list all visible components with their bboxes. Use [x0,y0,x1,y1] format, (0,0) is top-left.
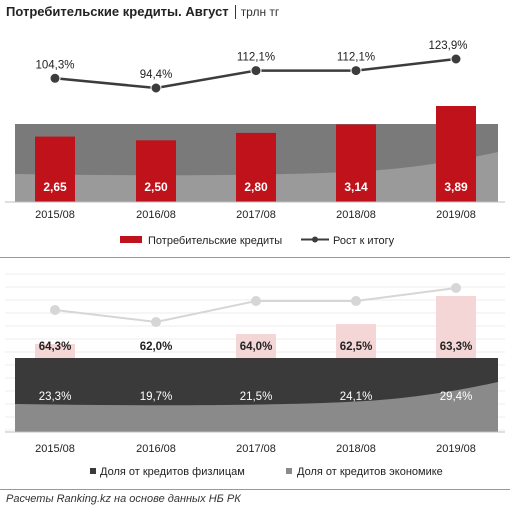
retail-share-label: 64,3% [39,341,72,353]
x-tick-label: 2016/08 [136,443,176,455]
x-tick-label: 2019/08 [436,209,476,221]
economy-share-label: 21,5% [240,391,273,403]
footer-divider [0,489,510,490]
legend-label-line: Рост к итогу [333,235,395,247]
bar-consumer-credit [436,106,476,202]
ghost-growth-point [251,296,261,306]
legend-swatch-economy [286,468,292,474]
economy-share-label: 24,1% [340,391,373,403]
retail-share-label: 63,3% [440,341,473,353]
ghost-growth-point [151,317,161,327]
x-tick-label: 2017/08 [236,209,276,221]
growth-point [49,72,61,84]
bar-value-label: 2,65 [43,180,67,194]
growth-point [250,65,262,77]
x-tick-label: 2017/08 [236,443,276,455]
legend-label-retail: Доля от кредитов физлицам [100,466,245,478]
growth-value-label: 123,9% [428,40,467,52]
x-tick-label: 2016/08 [136,209,176,221]
x-tick-label: 2015/08 [35,443,75,455]
bar-value-label: 3,89 [444,180,468,194]
growth-point [350,65,362,77]
ghost-growth-point [451,283,461,293]
area-share-economy [15,382,498,432]
ghost-growth-point [351,296,361,306]
legend-swatch-marker [312,236,318,243]
share-chart: 64,3% 62,0% 64,0% 62,5% 63,3% 23,3% 19,7% 21,5%… [5,273,505,478]
chart-title: Потребительские кредиты. Август [6,4,229,19]
bar-value-label: 2,80 [244,180,268,194]
unit-label: трлн тг [234,5,279,19]
legend-swatch-bars [120,236,142,243]
bar-consumer-credit [236,132,276,202]
consumer-credit-chart: 2,65 2,50 2,80 3,14 3,89 2015/08 2016/08 2017/0… [5,40,505,247]
bar-consumer-credit [136,140,176,202]
growth-value-label: 104,3% [35,59,74,71]
x-tick-label: 2015/08 [35,209,75,221]
growth-value-label: 112,1% [337,52,375,64]
growth-value-label: 112,1% [237,52,275,64]
bar-value-label: 3,14 [344,180,368,194]
retail-share-label: 62,5% [340,341,373,353]
bar-consumer-credit [336,124,376,202]
economy-share-label: 19,7% [140,391,173,403]
retail-share-label: 62,0% [140,341,173,353]
legend-swatch-retail [90,468,96,474]
legend-label-bars: Потребительские кредиты [148,235,282,247]
growth-point [150,82,162,94]
growth-point [450,53,462,65]
bar-value-label: 2,50 [144,180,168,194]
economy-share-label: 29,4% [440,391,473,403]
x-tick-label: 2018/08 [336,209,376,221]
economy-share-label: 23,3% [39,391,72,403]
header: Потребительские кредиты. Август трлн тг [6,4,279,26]
section-divider [0,257,510,258]
bar-consumer-credit [35,136,75,202]
source-note: Расчеты Ranking.kz на основе данных НБ Р… [6,493,241,505]
retail-share-label: 64,0% [240,341,273,353]
x-tick-label: 2019/08 [436,443,476,455]
ghost-growth-point [50,305,60,315]
x-tick-label: 2018/08 [336,443,376,455]
growth-value-label: 94,4% [140,69,173,81]
legend-label-economy: Доля от кредитов экономике [297,466,443,478]
